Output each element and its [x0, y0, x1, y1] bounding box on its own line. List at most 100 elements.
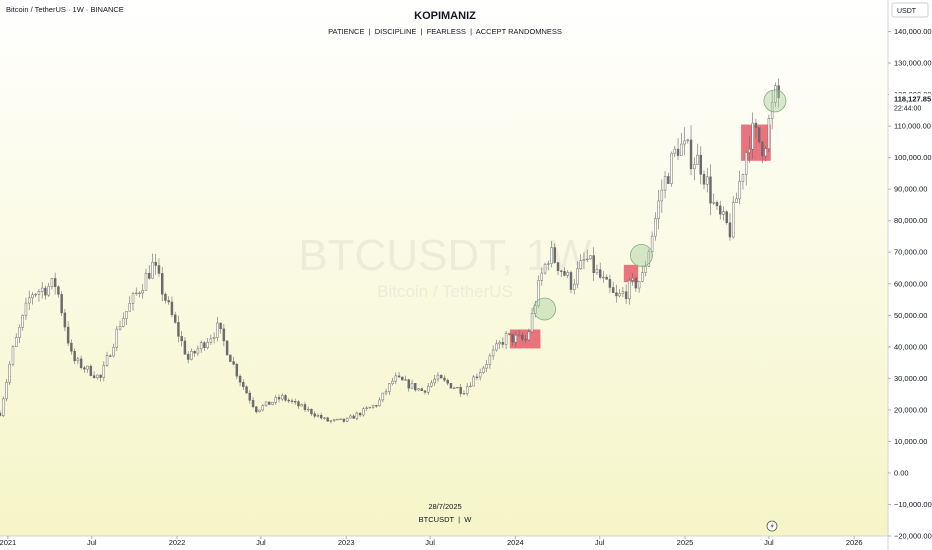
candle-body [212, 336, 216, 339]
symbol-line: Bitcoin / TetherUS · 1W · BINANCE [6, 5, 124, 14]
x-tick-label: 2023 [338, 538, 355, 547]
candle-body [423, 390, 427, 393]
candle-body [693, 164, 696, 170]
candle-body [219, 322, 222, 330]
candle-body [508, 333, 511, 335]
watermark-main: BTCUSDT, 1W [298, 231, 592, 280]
candle-body [196, 348, 200, 354]
candle-body [573, 283, 576, 290]
candle-body [556, 262, 560, 272]
plot-background [0, 0, 888, 536]
candle-body [34, 293, 37, 296]
current-price-label: 118,127.85 22:44:00 [889, 93, 931, 114]
x-tick-label: Jul [764, 538, 774, 547]
candle-body [297, 401, 300, 407]
marked-circle [763, 89, 787, 113]
candle-body [355, 412, 359, 419]
candle-body [229, 354, 232, 362]
candle-body [611, 287, 615, 293]
candle-body [76, 358, 80, 362]
candle-body [70, 342, 73, 352]
candle-body [170, 301, 174, 316]
candle-body [144, 272, 148, 291]
candle-body [547, 263, 550, 265]
x-tick-label: 2024 [507, 538, 524, 547]
candle-body [407, 379, 410, 389]
candle-body [92, 375, 96, 379]
x-tick-label: 2025 [677, 538, 694, 547]
candle-body [57, 286, 60, 295]
candle-body [209, 338, 213, 343]
candle-body [598, 269, 602, 278]
candle-body [193, 351, 196, 354]
candle-body [203, 342, 206, 349]
candle-body [764, 148, 767, 157]
candle-body [706, 176, 709, 185]
candle-body [216, 322, 219, 338]
candle-body [99, 374, 102, 378]
candle-body [384, 391, 388, 394]
candle-body [504, 333, 508, 345]
candle-body [709, 176, 712, 204]
candle-body [138, 292, 141, 295]
highlight-zone [623, 264, 639, 283]
candle-body [443, 377, 446, 381]
candle-body [24, 302, 28, 316]
candle-body [676, 148, 680, 156]
candle-body [358, 412, 362, 416]
candles [0, 78, 780, 424]
candle-body [761, 141, 764, 157]
candle-body [744, 152, 748, 175]
candle-body [488, 355, 492, 365]
candle-body [53, 278, 57, 288]
candle-body [465, 386, 469, 394]
candle-body [667, 176, 670, 184]
candle-body [397, 375, 401, 378]
candle-body [511, 333, 514, 343]
candle-body [381, 392, 385, 401]
candle-body [336, 418, 339, 421]
candle-body [391, 380, 394, 384]
candle-body [774, 85, 777, 103]
lightning-icon[interactable] [766, 520, 778, 532]
candle-body [469, 385, 472, 388]
candle-body [757, 127, 761, 143]
candle-body [316, 414, 320, 417]
marked-circle [630, 243, 653, 267]
candle-body [303, 404, 307, 411]
y-tick-label: 30,000.00 [894, 374, 927, 383]
candle-body [125, 310, 128, 319]
candle-body [751, 122, 754, 150]
watermark: BTCUSDT, 1W Bitcoin / TetherUS [298, 231, 592, 301]
y-tick-label: 80,000.00 [894, 216, 927, 225]
candle-body [644, 266, 647, 273]
candle-body [472, 376, 475, 387]
candle-body [770, 102, 774, 119]
candle-body [410, 383, 414, 389]
candle-body [615, 292, 618, 297]
candle-body [277, 397, 281, 400]
candle-body [560, 270, 563, 272]
candle-body [102, 365, 106, 378]
candle-body [641, 272, 644, 282]
candle-body [777, 85, 780, 98]
y-tick-label: 50,000.00 [894, 311, 927, 320]
candle-body [530, 312, 534, 333]
candle-body [27, 297, 31, 304]
candle-body [592, 255, 595, 274]
candle-body [0, 412, 2, 416]
candle-body [154, 261, 157, 266]
currency-badge[interactable]: USDT [891, 2, 929, 18]
candle-body [702, 174, 706, 185]
y-tick-label: −20,000.00 [894, 532, 932, 541]
candle-body [248, 392, 252, 401]
candle-body [696, 154, 699, 165]
candle-body [323, 417, 326, 419]
y-tick-label: 100,000.00 [894, 153, 932, 162]
candle-body [281, 395, 284, 400]
candle-body [498, 342, 501, 345]
candle-body [18, 327, 21, 338]
candle-body [576, 268, 579, 285]
candle-body [173, 314, 177, 323]
